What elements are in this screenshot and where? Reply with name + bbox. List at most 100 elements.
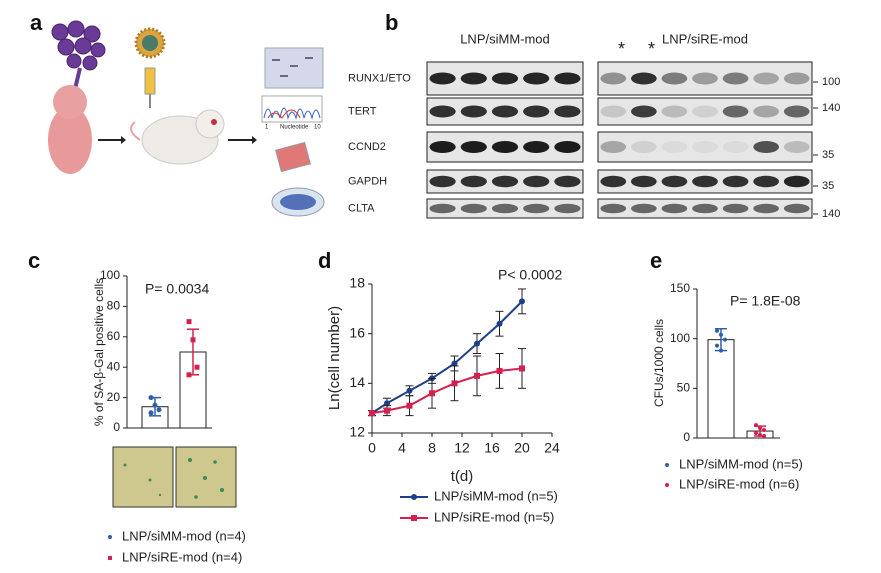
band [523, 175, 550, 188]
asterisk: * [618, 39, 625, 59]
row-label: CCND2 [348, 141, 386, 153]
band [491, 105, 519, 118]
data-point [723, 337, 727, 342]
chromatogram-end: 10 [314, 125, 321, 131]
row-label: CLTA [348, 202, 375, 214]
x-tick-label: 16 [484, 440, 500, 456]
data-point [411, 494, 417, 500]
band [554, 105, 581, 118]
y-axis-label: CFUs/1000 cells [652, 319, 666, 407]
group-label: LNP/siMM-mod [460, 31, 550, 46]
band [753, 141, 779, 153]
legend-label: LNP/siMM-mod (n=5) [434, 488, 558, 503]
panel-label: c [28, 248, 40, 273]
y-tick-label: 100 [100, 268, 120, 282]
data-point [715, 328, 719, 333]
band [600, 105, 627, 118]
y-axis-label: Ln(cell number) [326, 306, 343, 410]
data-point [719, 348, 723, 353]
size-marker: 35 [822, 180, 834, 192]
y-tick-label: 20 [107, 390, 121, 404]
data-point [758, 433, 762, 438]
band [460, 72, 487, 85]
data-point [754, 431, 758, 436]
asterisk: * [648, 39, 655, 59]
band [783, 203, 810, 214]
band [523, 72, 550, 85]
legend-label: LNP/siRE-mod (n=5) [434, 509, 554, 524]
band [692, 203, 718, 214]
legend-label: LNP/siMM-mod (n=4) [122, 528, 246, 543]
band [783, 105, 810, 118]
band [491, 141, 519, 153]
band [661, 72, 688, 85]
data-point [451, 360, 458, 367]
band [692, 141, 718, 153]
data-point [406, 387, 413, 394]
data-point [108, 556, 112, 560]
band [722, 72, 749, 85]
y-tick-label: 0 [683, 430, 690, 444]
band [600, 141, 627, 153]
illustration [48, 20, 325, 217]
band [631, 105, 657, 118]
legend-label: LNP/siMM-mod (n=5) [679, 456, 803, 471]
panel-label: d [318, 248, 331, 273]
data-point [474, 340, 480, 347]
y-tick-label: 12 [349, 424, 365, 440]
band [661, 175, 688, 188]
data-point [519, 365, 525, 372]
y-tick-label: 18 [349, 275, 365, 291]
data-point [429, 390, 435, 397]
data-point [451, 380, 458, 387]
band [692, 72, 718, 85]
band [600, 72, 627, 85]
x-tick-label: 0 [368, 440, 376, 456]
size-marker: 35 [822, 149, 834, 161]
data-point [762, 428, 766, 433]
data-point [190, 337, 196, 343]
band [722, 105, 749, 118]
band [753, 105, 779, 118]
band [429, 72, 456, 85]
panel-label: e [650, 248, 662, 273]
band [722, 141, 749, 153]
annotation: P= 1.8E-08 [730, 293, 801, 309]
band [631, 175, 657, 188]
band [600, 175, 627, 188]
data-point [762, 434, 766, 439]
band [554, 175, 581, 188]
legend-label: LNP/siRE-mod (n=6) [679, 476, 799, 491]
series-line [371, 367, 523, 415]
chromatogram-start: 1 [265, 125, 269, 131]
band [661, 105, 688, 118]
band [491, 72, 519, 85]
data-point [411, 515, 417, 521]
x-tick-label: 24 [544, 440, 560, 456]
data-point [384, 407, 390, 414]
band [523, 203, 550, 214]
y-tick-label: 16 [349, 324, 365, 340]
band [429, 175, 456, 188]
x-tick-label: 8 [428, 440, 436, 456]
annotation: P= 0.0034 [145, 281, 209, 297]
microscopy-images [112, 446, 237, 508]
size-marker: 100 [822, 76, 840, 88]
bar [707, 339, 735, 439]
x-tick-label: 4 [398, 440, 406, 456]
data-point [496, 320, 503, 327]
y-tick-label: 100 [670, 331, 690, 345]
y-axis-label: % of SA-β-Gal positive cells [92, 278, 106, 426]
band [554, 141, 581, 153]
band [783, 175, 810, 188]
band [753, 175, 779, 188]
data-point [152, 402, 158, 408]
row-label: GAPDH [348, 175, 387, 187]
band [692, 175, 718, 188]
band [783, 72, 810, 85]
data-point [406, 402, 413, 409]
band [460, 141, 487, 153]
band [429, 105, 456, 118]
